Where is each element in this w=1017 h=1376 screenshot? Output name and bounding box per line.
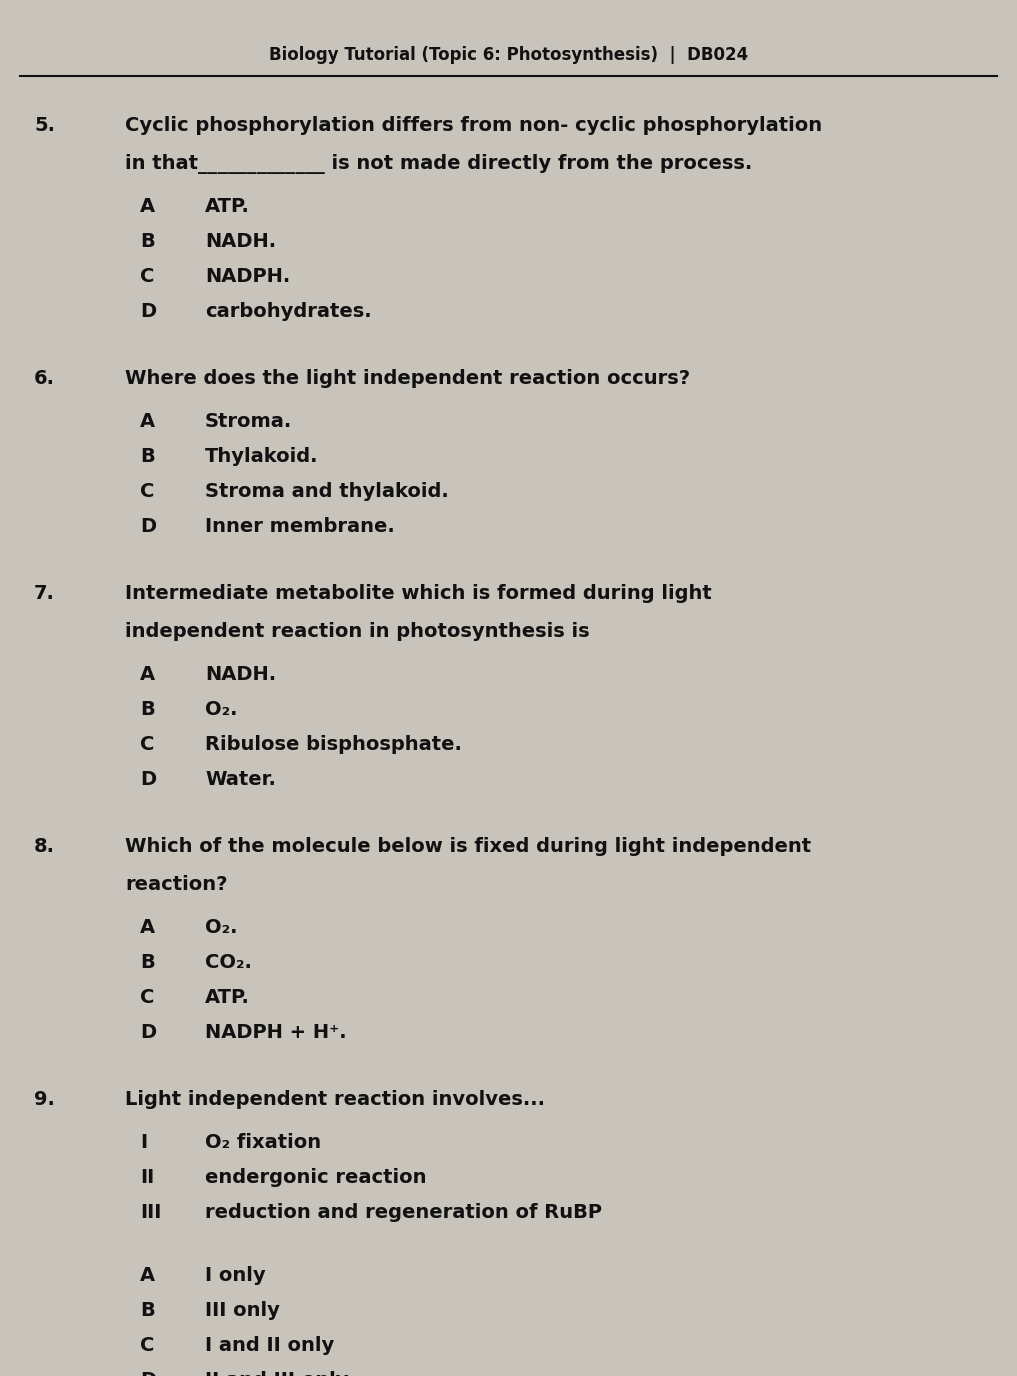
Text: 5.: 5.: [34, 116, 55, 135]
Text: D: D: [140, 1370, 157, 1376]
Text: A: A: [140, 1266, 156, 1285]
Text: endergonic reaction: endergonic reaction: [205, 1168, 426, 1187]
Text: A: A: [140, 918, 156, 937]
Text: I only: I only: [205, 1266, 265, 1285]
Text: NADH.: NADH.: [205, 233, 277, 250]
Text: A: A: [140, 665, 156, 684]
Text: 6.: 6.: [34, 369, 55, 388]
Text: B: B: [140, 233, 155, 250]
Text: Thylakoid.: Thylakoid.: [205, 447, 318, 466]
Text: Intermediate metabolite which is formed during light: Intermediate metabolite which is formed …: [125, 583, 712, 603]
Text: Stroma and thylakoid.: Stroma and thylakoid.: [205, 482, 448, 501]
Text: reduction and regeneration of RuBP: reduction and regeneration of RuBP: [205, 1203, 602, 1222]
Text: Which of the molecule below is fixed during light independent: Which of the molecule below is fixed dur…: [125, 837, 812, 856]
Text: 8.: 8.: [34, 837, 55, 856]
Text: D: D: [140, 771, 157, 788]
Text: Stroma.: Stroma.: [205, 411, 292, 431]
Text: II: II: [140, 1168, 155, 1187]
Text: Where does the light independent reaction occurs?: Where does the light independent reactio…: [125, 369, 691, 388]
Text: O₂ fixation: O₂ fixation: [205, 1132, 321, 1152]
Text: C: C: [140, 267, 155, 286]
Text: Water.: Water.: [205, 771, 276, 788]
Text: D: D: [140, 517, 157, 537]
Text: Cyclic phosphorylation differs from non- cyclic phosphorylation: Cyclic phosphorylation differs from non-…: [125, 116, 822, 135]
Text: D: D: [140, 301, 157, 321]
Text: C: C: [140, 1336, 155, 1355]
Text: C: C: [140, 988, 155, 1007]
Text: O₂.: O₂.: [205, 918, 238, 937]
Text: III only: III only: [205, 1300, 280, 1320]
Text: C: C: [140, 735, 155, 754]
Text: 9.: 9.: [35, 1090, 55, 1109]
Text: NADPH.: NADPH.: [205, 267, 290, 286]
Text: I and II only: I and II only: [205, 1336, 335, 1355]
Text: 7.: 7.: [35, 583, 55, 603]
Text: A: A: [140, 411, 156, 431]
Text: carbohydrates.: carbohydrates.: [205, 301, 371, 321]
Text: A: A: [140, 197, 156, 216]
Text: in that_____________ is not made directly from the process.: in that_____________ is not made directl…: [125, 154, 753, 173]
Text: Inner membrane.: Inner membrane.: [205, 517, 395, 537]
Text: independent reaction in photosynthesis is: independent reaction in photosynthesis i…: [125, 622, 590, 641]
Text: NADPH + H⁺.: NADPH + H⁺.: [205, 1022, 347, 1042]
Text: Ribulose bisphosphate.: Ribulose bisphosphate.: [205, 735, 462, 754]
Text: ATP.: ATP.: [205, 197, 250, 216]
Text: Light independent reaction involves...: Light independent reaction involves...: [125, 1090, 545, 1109]
Text: II and III only: II and III only: [205, 1370, 349, 1376]
Text: Biology Tutorial (Topic 6: Photosynthesis)  |  DB024: Biology Tutorial (Topic 6: Photosynthesi…: [268, 45, 749, 65]
Text: NADH.: NADH.: [205, 665, 277, 684]
Text: reaction?: reaction?: [125, 875, 228, 894]
Text: B: B: [140, 447, 155, 466]
Text: I: I: [140, 1132, 147, 1152]
Text: D: D: [140, 1022, 157, 1042]
Text: O₂.: O₂.: [205, 700, 238, 720]
Text: III: III: [140, 1203, 162, 1222]
Text: C: C: [140, 482, 155, 501]
Text: B: B: [140, 954, 155, 971]
Text: B: B: [140, 700, 155, 720]
Text: B: B: [140, 1300, 155, 1320]
Text: CO₂.: CO₂.: [205, 954, 252, 971]
Text: ATP.: ATP.: [205, 988, 250, 1007]
